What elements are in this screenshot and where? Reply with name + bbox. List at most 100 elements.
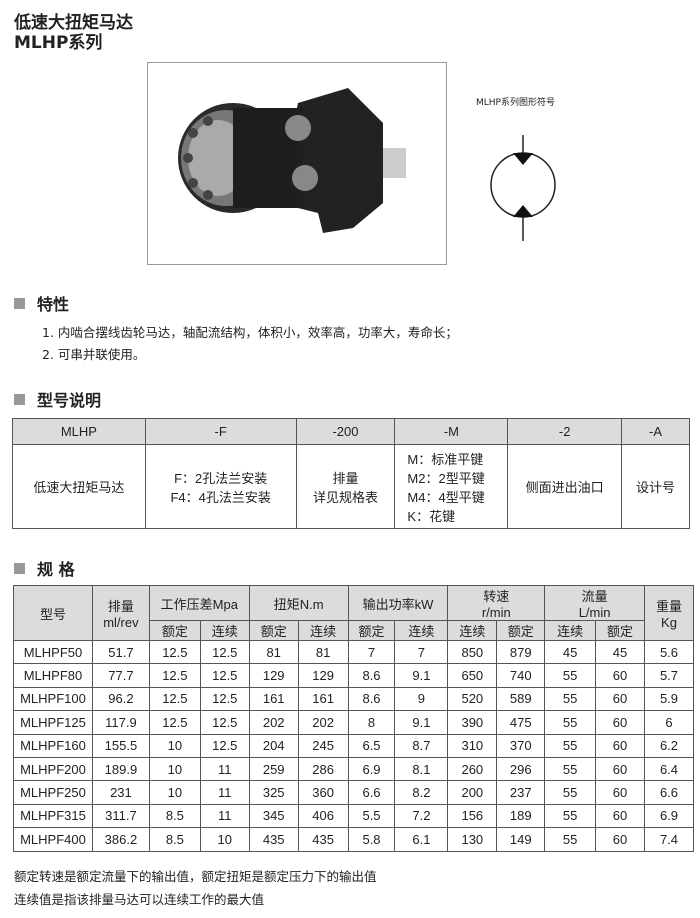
spec-cell: 6.5 xyxy=(347,733,396,758)
table-row: MLHPF160 155.5 10 12.5 204 245 6.5 8.7 310 370 55 6… xyxy=(13,733,695,758)
spec-cell: 96.2 xyxy=(91,686,150,712)
header-line: Kg xyxy=(661,615,677,630)
spec-cell: MLHPF400 xyxy=(13,827,93,852)
footnote: 额定转速是额定流量下的输出值，额定扭矩是额定压力下的输出值 xyxy=(14,869,377,884)
header-line: 重量 xyxy=(655,599,682,614)
spec-cell: 435 xyxy=(248,827,299,852)
spec-cell: 129 xyxy=(297,663,349,688)
footnote: 连续值是指该排量马达可以连续工作的最大值 xyxy=(14,892,265,907)
header-line: L/min xyxy=(578,605,611,620)
model-code-table: MLHP -F -200 -M -2 -A 低速大扭矩马达 F：2孔法兰安装 F4：4孔法兰安… xyxy=(12,418,690,529)
spec-cell: MLHPF250 xyxy=(13,780,93,805)
cell-line: 侧面进出油口 xyxy=(525,480,604,495)
spec-cell: 7.2 xyxy=(394,803,449,829)
spec-cell: 155.5 xyxy=(91,733,150,758)
spec-cell: 475 xyxy=(496,710,546,735)
page-title: 低速大扭矩马达 xyxy=(14,13,133,33)
spec-cell: 51.7 xyxy=(91,639,150,665)
spec-cell: MLHPF80 xyxy=(13,663,93,688)
spec-cell: 311.7 xyxy=(91,803,150,829)
spec-cell: 55 xyxy=(544,827,597,852)
spec-cell: 11 xyxy=(199,803,250,829)
spec-header-cell: 转速 r/min xyxy=(447,585,546,621)
spec-cell: 5.7 xyxy=(643,663,695,688)
table-row: MLHPF250 231 10 11 325 360 6.6 8.2 200 237 55 60 6.6 xyxy=(13,780,695,805)
spec-cell: 406 xyxy=(297,803,349,829)
spec-cell: 55 xyxy=(544,803,597,829)
spec-cell: 5.6 xyxy=(643,639,695,665)
spec-cell: MLHPF160 xyxy=(13,733,93,758)
model-heading: 型号说明 xyxy=(14,387,101,411)
spec-subheader-cell: 连续 xyxy=(544,620,597,641)
header-line: ml/rev xyxy=(103,615,139,630)
spec-subheader-cell: 连续 xyxy=(447,620,498,641)
spec-cell: 60 xyxy=(595,710,645,735)
spec-cell: 296 xyxy=(496,756,546,782)
spec-cell: 850 xyxy=(447,639,498,665)
spec-cell: 8.6 xyxy=(347,663,396,688)
spec-cell: 60 xyxy=(595,756,645,782)
spec-cell: 8.5 xyxy=(148,827,201,852)
spec-cell: 149 xyxy=(496,827,546,852)
spec-cell: 6.6 xyxy=(643,780,695,805)
spec-cell: 81 xyxy=(297,639,349,665)
table-row: MLHPF315 311.7 8.5 11 345 406 5.5 7.2 156 189 55 60… xyxy=(13,803,695,829)
header-line: 工作压差Mpa xyxy=(160,596,238,612)
spec-cell: 6 xyxy=(643,710,695,735)
model-header-cell: -200 xyxy=(295,418,396,445)
spec-cell: 8.7 xyxy=(394,733,449,758)
features-heading: 特性 xyxy=(14,291,69,315)
spec-subheader-cell: 额定 xyxy=(347,620,396,641)
spec-cell: 231 xyxy=(91,780,150,805)
spec-header-cell: 输出功率kW xyxy=(347,585,449,621)
spec-cell: 12.5 xyxy=(199,733,250,758)
spec-cell: 77.7 xyxy=(91,663,150,688)
spec-cell: 325 xyxy=(248,780,299,805)
spec-cell: 11 xyxy=(199,756,250,782)
spec-cell: 10 xyxy=(148,733,201,758)
cell-line: K：花键 xyxy=(407,508,456,524)
spec-cell: 7.4 xyxy=(643,827,695,852)
spec-header-cell: 工作压差Mpa xyxy=(148,585,250,621)
spec-cell: 12.5 xyxy=(199,710,250,735)
spec-cell: 202 xyxy=(297,710,349,735)
spec-cell: 435 xyxy=(297,827,349,852)
table-row: MLHPF125 117.9 12.5 12.5 202 202 8 9.1 390 475 55 6… xyxy=(13,710,695,735)
spec-cell: 237 xyxy=(496,780,546,805)
cell-line: F：2孔法兰安装 xyxy=(174,470,268,486)
spec-subheader-cell: 连续 xyxy=(297,620,349,641)
cell-line: 低速大扭矩马达 xyxy=(33,480,125,495)
model-header-cell: -M xyxy=(394,418,509,445)
spec-cell: 8.2 xyxy=(394,780,449,805)
header-line: 排量 xyxy=(107,599,134,614)
spec-subheader-cell: 额定 xyxy=(496,620,546,641)
model-header-cell: MLHP xyxy=(12,418,146,445)
header-line: 扭矩N.m xyxy=(273,596,324,612)
spec-cell: 12.5 xyxy=(148,710,201,735)
spec-cell: 204 xyxy=(248,733,299,758)
spec-cell: MLHPF50 xyxy=(13,639,93,665)
spec-cell: 8.6 xyxy=(347,686,396,712)
spec-cell: 12.5 xyxy=(148,639,201,665)
spec-cell: 286 xyxy=(297,756,349,782)
spec-cell: 7 xyxy=(394,639,449,665)
spec-cell: 12.5 xyxy=(148,663,201,688)
header-line: r/min xyxy=(481,605,511,620)
table-row: MLHPF80 77.7 12.5 12.5 129 129 8.6 9.1 650 740 55 6… xyxy=(13,663,695,688)
model-body-cell: M：标准平键 M2：2型平键 M4：4型平键 K：花键 xyxy=(394,444,509,529)
spec-cell: 189 xyxy=(496,803,546,829)
spec-cell: 259 xyxy=(248,756,299,782)
header-line: 转速 xyxy=(483,589,510,604)
cell-line: M：标准平键 xyxy=(407,451,484,467)
spec-subheader-cell: 连续 xyxy=(199,620,250,641)
spec-header-cell: 型号 xyxy=(13,585,93,641)
cell-line: 排量 xyxy=(332,470,359,486)
header-line: 流量 xyxy=(581,589,608,604)
cell-line: 设计号 xyxy=(636,480,676,495)
spec-header-cell: 重量 Kg xyxy=(643,585,695,641)
cell-line: M2：2型平键 xyxy=(407,470,485,486)
spec-cell: 161 xyxy=(248,686,299,712)
spec-cell: 55 xyxy=(544,756,597,782)
model-body-cell: 排量 详见规格表 xyxy=(295,444,396,529)
table-row: MLHPF200 189.9 10 11 259 286 6.9 8.1 260 296 55 60 6… xyxy=(13,756,695,782)
